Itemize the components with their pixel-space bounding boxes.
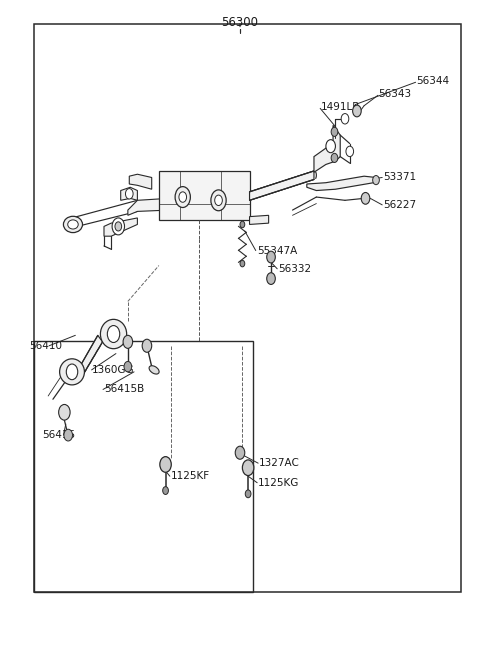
Circle shape xyxy=(142,339,152,352)
Circle shape xyxy=(240,260,245,267)
Circle shape xyxy=(160,457,171,472)
Polygon shape xyxy=(128,198,168,215)
Circle shape xyxy=(372,176,379,185)
Ellipse shape xyxy=(63,216,83,233)
Polygon shape xyxy=(104,218,137,236)
Circle shape xyxy=(124,362,132,372)
Text: 56227: 56227 xyxy=(383,200,416,210)
Circle shape xyxy=(326,140,336,153)
Circle shape xyxy=(211,190,226,211)
Bar xyxy=(34,341,253,591)
Circle shape xyxy=(215,195,222,206)
Circle shape xyxy=(331,127,338,136)
Circle shape xyxy=(64,429,72,441)
Text: 56410: 56410 xyxy=(29,341,62,351)
Text: 56343: 56343 xyxy=(378,89,411,99)
Text: 53371: 53371 xyxy=(383,172,416,183)
Circle shape xyxy=(235,446,245,459)
Ellipse shape xyxy=(60,359,84,385)
Circle shape xyxy=(267,251,276,263)
Bar xyxy=(159,171,250,220)
Polygon shape xyxy=(250,171,314,200)
Circle shape xyxy=(163,487,168,495)
Circle shape xyxy=(240,221,245,228)
Circle shape xyxy=(175,187,191,208)
Circle shape xyxy=(245,490,251,498)
Text: 1125KG: 1125KG xyxy=(258,477,300,488)
Text: 56415: 56415 xyxy=(42,430,75,440)
Polygon shape xyxy=(120,187,137,200)
Circle shape xyxy=(59,404,70,420)
Ellipse shape xyxy=(149,365,159,374)
Text: 56300: 56300 xyxy=(221,16,259,29)
Circle shape xyxy=(112,218,124,235)
Text: 1360GG: 1360GG xyxy=(92,365,135,375)
Circle shape xyxy=(341,113,349,124)
Text: 56344: 56344 xyxy=(417,76,450,86)
Circle shape xyxy=(361,193,370,204)
Polygon shape xyxy=(250,215,269,225)
Polygon shape xyxy=(129,174,152,189)
Circle shape xyxy=(346,146,354,157)
Circle shape xyxy=(179,192,187,202)
Polygon shape xyxy=(314,125,340,172)
Circle shape xyxy=(115,222,121,231)
Bar xyxy=(34,24,461,591)
Circle shape xyxy=(267,272,276,284)
Text: 56415B: 56415B xyxy=(104,384,144,394)
Circle shape xyxy=(353,105,361,117)
Text: 55347A: 55347A xyxy=(257,246,297,255)
Circle shape xyxy=(123,335,132,348)
Text: 56332: 56332 xyxy=(278,264,312,274)
Circle shape xyxy=(242,460,254,476)
Ellipse shape xyxy=(68,220,78,229)
Polygon shape xyxy=(75,335,103,380)
Circle shape xyxy=(125,189,133,199)
Circle shape xyxy=(66,364,78,380)
Polygon shape xyxy=(307,176,376,191)
Ellipse shape xyxy=(100,320,127,348)
Text: 1125KF: 1125KF xyxy=(171,471,210,481)
Text: 1327AC: 1327AC xyxy=(259,458,300,468)
Text: 1491LB: 1491LB xyxy=(321,102,360,112)
Circle shape xyxy=(331,153,338,162)
Circle shape xyxy=(108,326,120,343)
